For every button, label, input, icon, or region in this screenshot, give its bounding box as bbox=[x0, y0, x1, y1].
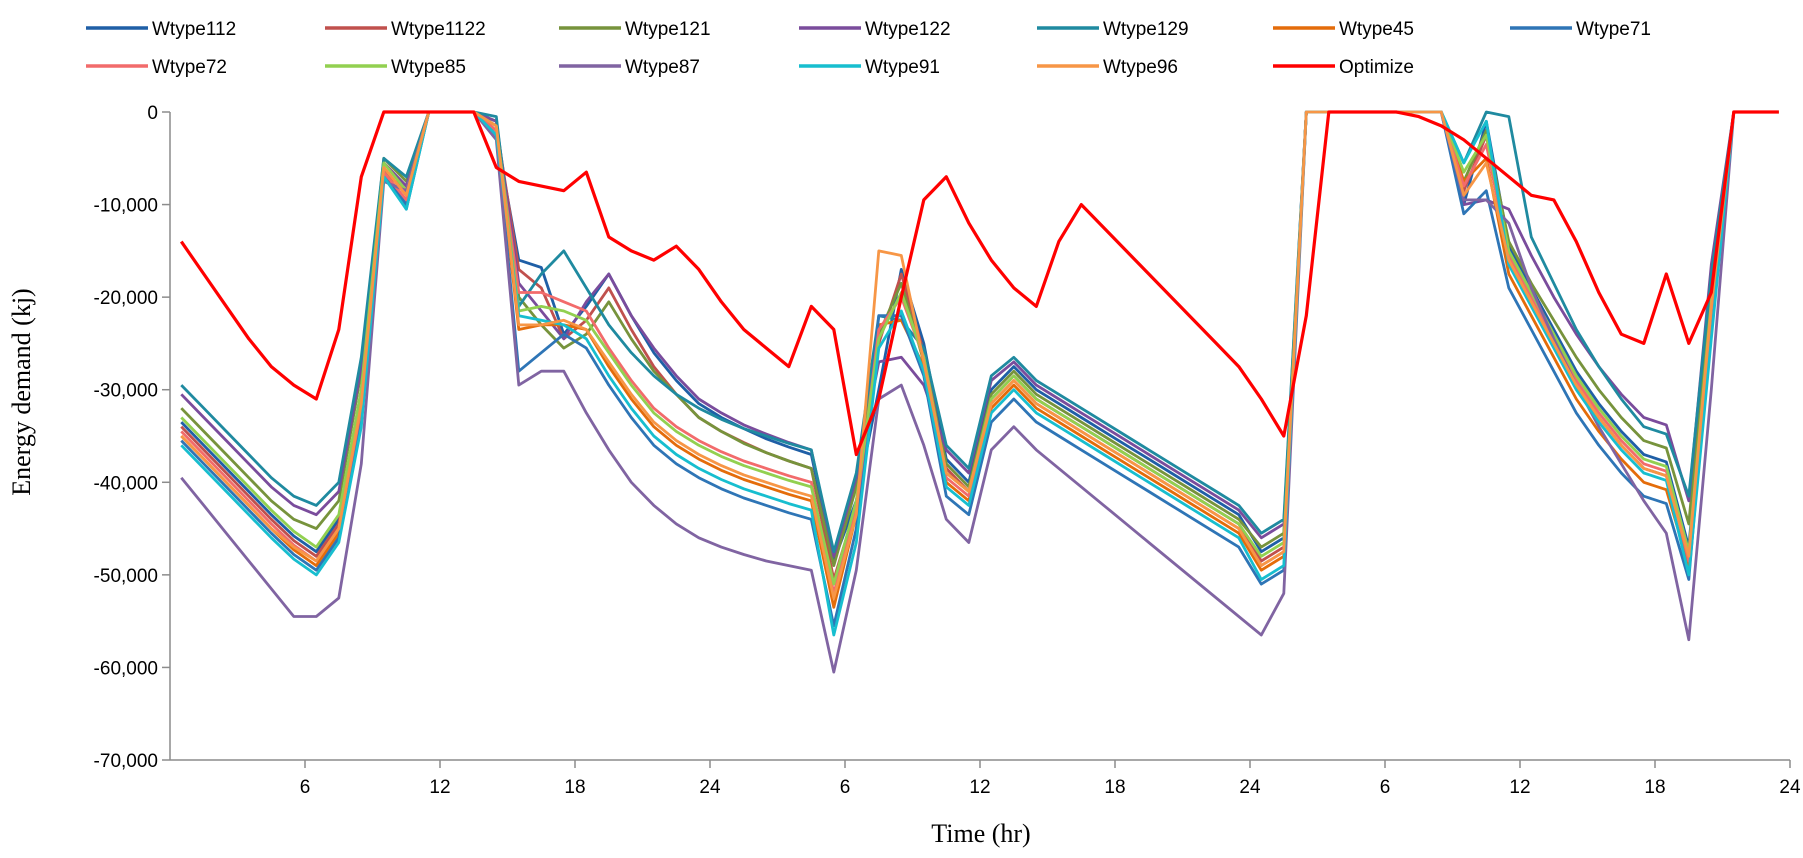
y-tick-label: -70,000 bbox=[94, 751, 158, 772]
x-tick-label: 24 bbox=[699, 777, 721, 798]
legend-label: Wtype85 bbox=[391, 57, 466, 78]
series-line-wtype72 bbox=[180, 110, 1779, 595]
legend-item-wtype112: Wtype112 bbox=[86, 19, 236, 40]
legend-label: Wtype129 bbox=[1103, 19, 1189, 40]
x-tick-label: 18 bbox=[1644, 777, 1665, 798]
x-tick-label: 18 bbox=[1104, 777, 1125, 798]
x-tick-label: 6 bbox=[840, 777, 851, 798]
y-axis: 0 -10,000 -20,000 -30,000 -40,000 -50,000 -60,… bbox=[94, 103, 171, 772]
legend-item-wtype1122: Wtype1122 bbox=[325, 19, 486, 40]
legend-label: Wtype91 bbox=[865, 57, 940, 78]
series-line-optimize bbox=[179, 110, 1779, 457]
y-tick-label: -10,000 bbox=[94, 196, 158, 217]
legend-item-wtype45: Wtype45 bbox=[1273, 19, 1414, 40]
legend-item-wtype129: Wtype129 bbox=[1037, 19, 1189, 40]
legend-label: Wtype1122 bbox=[391, 19, 486, 40]
series-line-wtype45 bbox=[180, 110, 1779, 609]
legend-item-wtype122: Wtype122 bbox=[799, 19, 951, 40]
legend-item-wtype96: Wtype96 bbox=[1037, 57, 1178, 78]
legend-item-wtype91: Wtype91 bbox=[799, 57, 940, 78]
legend-label: Wtype122 bbox=[865, 19, 951, 40]
x-tick-label: 24 bbox=[1239, 777, 1261, 798]
series-line-wtype122 bbox=[180, 110, 1779, 558]
x-tick-label: 12 bbox=[429, 777, 450, 798]
legend-label: Wtype112 bbox=[152, 19, 236, 40]
y-tick-label: -20,000 bbox=[94, 288, 158, 309]
y-tick-label: -40,000 bbox=[94, 473, 158, 494]
legend-label: Optimize bbox=[1339, 57, 1414, 78]
y-tick-label: -50,000 bbox=[94, 566, 158, 587]
y-tick-label: -60,000 bbox=[94, 658, 158, 679]
x-tick-label: 24 bbox=[1779, 777, 1801, 798]
legend-label: Wtype121 bbox=[625, 19, 711, 40]
x-tick-label: 12 bbox=[969, 777, 990, 798]
legend-item-wtype121: Wtype121 bbox=[559, 19, 711, 40]
x-axis-title: Time (hr) bbox=[931, 819, 1030, 848]
y-tick-label: -30,000 bbox=[94, 381, 158, 402]
series-line-wtype71 bbox=[180, 110, 1779, 628]
legend: Wtype112 Wtype1122 Wtype121 Wtype122 Wtype12… bbox=[86, 19, 1651, 78]
x-tick-label: 12 bbox=[1509, 777, 1530, 798]
x-tick-label: 6 bbox=[1380, 777, 1391, 798]
legend-item-optimize: Optimize bbox=[1273, 57, 1414, 78]
legend-item-wtype72: Wtype72 bbox=[86, 57, 227, 78]
x-axis: 61218246121824612182461218 bbox=[170, 759, 1801, 798]
y-tick-label: 0 bbox=[147, 103, 158, 124]
series-line-wtype96 bbox=[180, 110, 1779, 600]
y-axis-title: Energy demand (kj) bbox=[7, 288, 36, 495]
series-line-wtype85 bbox=[180, 110, 1779, 586]
legend-item-wtype71: Wtype71 bbox=[1510, 19, 1651, 40]
legend-label: Wtype87 bbox=[625, 57, 700, 78]
legend-label: Wtype71 bbox=[1576, 19, 1651, 40]
legend-label: Wtype96 bbox=[1103, 57, 1178, 78]
plot-lines bbox=[179, 110, 1779, 674]
x-tick-label: 18 bbox=[564, 777, 585, 798]
x-tick-label: 6 bbox=[300, 777, 311, 798]
legend-item-wtype87: Wtype87 bbox=[559, 57, 700, 78]
legend-label: Wtype72 bbox=[152, 57, 227, 78]
legend-label: Wtype45 bbox=[1339, 19, 1414, 40]
legend-item-wtype85: Wtype85 bbox=[325, 57, 466, 78]
series-line-wtype91 bbox=[180, 110, 1779, 637]
